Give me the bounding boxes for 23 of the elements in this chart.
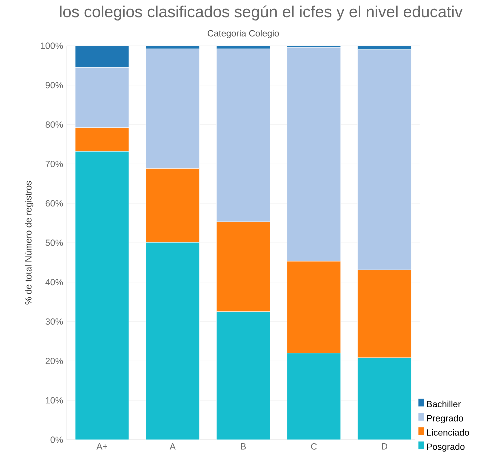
legend-label: Bachiller (427, 400, 462, 408)
legend-label: Posgrado (427, 444, 465, 452)
x-tick-label: B (241, 444, 246, 450)
legend-label: Pregrado (427, 415, 464, 424)
x-tick-label: D (382, 444, 388, 450)
x-tick-label: C (311, 444, 318, 450)
y-tick-label: 20% (46, 358, 64, 364)
y-axis-title: % de total Número de registros (25, 181, 34, 305)
legend-label: Licenciado (427, 429, 470, 436)
x-tick-label: A+ (96, 444, 108, 450)
x-axis-title: Categoria Colegio (208, 30, 280, 39)
x-tick-label: A (170, 444, 176, 450)
y-tick-label: 80% (46, 122, 64, 128)
y-tick-label: 70% (46, 161, 64, 168)
y-tick-label: 60% (46, 200, 64, 207)
y-tick-label: 100% (41, 42, 64, 50)
y-tick-label: 0% (50, 436, 64, 444)
chart-title: los colegios clasificados según el icfes y el nivel educativ (60, 6, 463, 21)
y-tick-label: 90% (46, 82, 64, 89)
y-tick-label: 40% (46, 279, 64, 286)
y-tick-label: 10% (46, 397, 64, 404)
y-tick-label: 50% (46, 240, 64, 246)
y-tick-label: 30% (46, 318, 64, 325)
